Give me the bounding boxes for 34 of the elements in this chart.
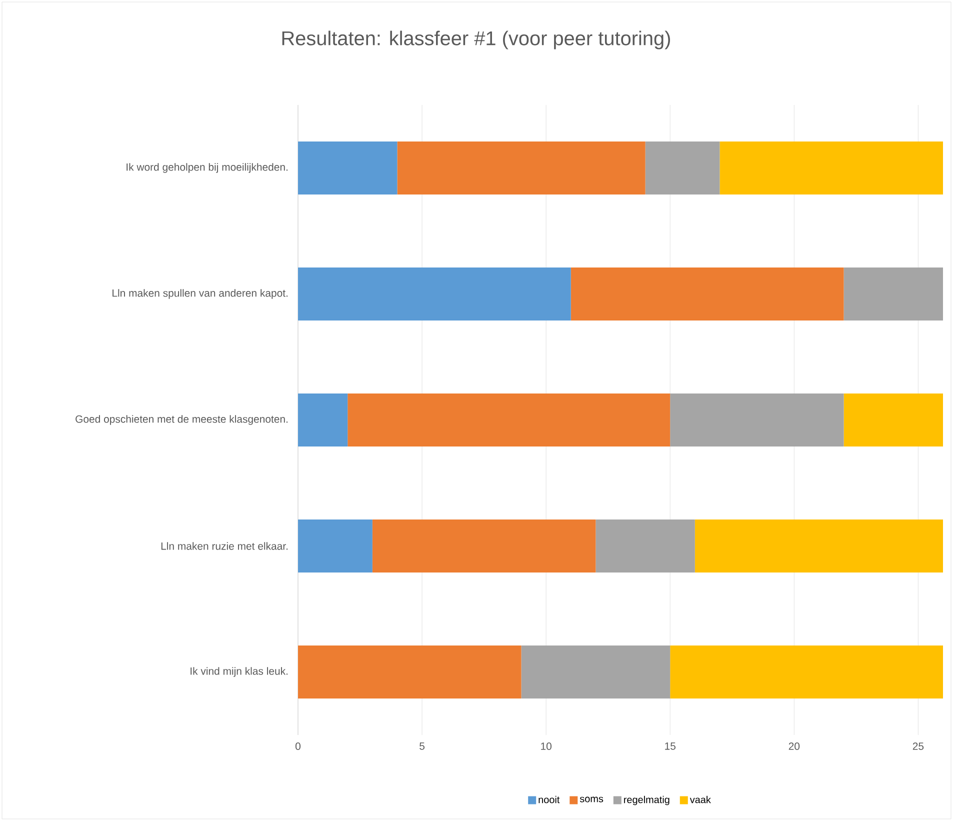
chart-title: Resultaten: klassfeer #1 (voor peer tutoring) <box>282 30 670 50</box>
bar <box>670 645 944 698</box>
legend-label: nooit <box>538 796 560 804</box>
x-tick-label: 25 <box>912 742 924 750</box>
x-tick-label: 10 <box>541 742 552 750</box>
bar <box>298 267 571 320</box>
bar <box>298 141 398 194</box>
bar <box>670 393 844 446</box>
bar <box>596 519 695 572</box>
bar <box>348 393 670 446</box>
legend-label: vaak <box>690 796 711 804</box>
y-tick-label: Ik vind mijn klas leuk. <box>190 667 288 677</box>
x-tick-label: 0 <box>296 742 301 750</box>
legend-label: soms <box>580 796 604 802</box>
bar <box>844 267 944 320</box>
y-tick-label: Ik word geholpen bij moeilijkheden. <box>126 163 288 173</box>
bar <box>372 519 596 572</box>
x-tick-label: 20 <box>788 742 800 750</box>
bar <box>844 393 944 446</box>
y-tick-label: Lln maken ruzie met elkaar. <box>161 542 288 550</box>
bar <box>720 141 944 194</box>
y-tick-label: Goed opschieten met de meeste klasgenoten. <box>76 415 288 425</box>
y-tick-label: Lln maken spullen van anderen kapot. <box>112 289 288 299</box>
bar <box>298 393 348 446</box>
bar <box>397 141 646 194</box>
bar <box>645 141 720 194</box>
x-tick-label: 15 <box>665 742 676 750</box>
legend-label: regelmatig <box>624 796 670 806</box>
x-tick-label: 5 <box>420 742 425 750</box>
bar <box>298 519 372 572</box>
bar <box>570 267 844 320</box>
bar <box>694 519 944 572</box>
bar <box>298 645 522 698</box>
bar <box>521 645 670 698</box>
